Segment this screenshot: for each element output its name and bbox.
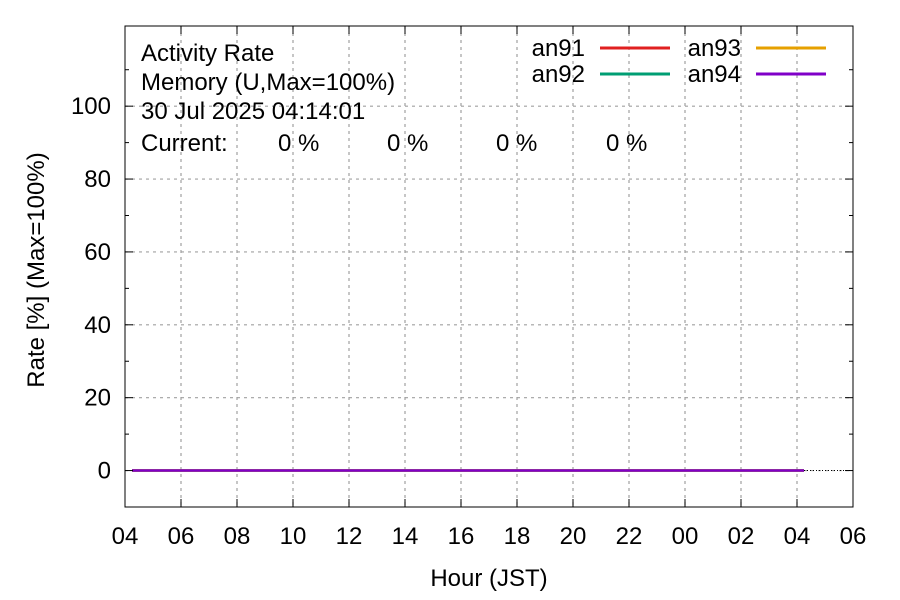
x-tick-label: 22	[616, 523, 643, 550]
current-value-an92: 0 %	[387, 130, 428, 157]
x-axis-label: Hour (JST)	[430, 565, 547, 592]
y-tick-label: 60	[84, 239, 111, 266]
x-tick-label: 18	[504, 523, 531, 550]
x-tick-label: 16	[448, 523, 475, 550]
legend-label-an93: an93	[688, 35, 741, 62]
x-tick-label: 06	[840, 523, 867, 550]
current-value-an93: 0 %	[496, 130, 537, 157]
x-tick-label: 00	[672, 523, 699, 550]
legend-label-an91: an91	[532, 35, 585, 62]
x-tick-label: 08	[224, 523, 251, 550]
chart-timestamp: 30 Jul 2025 04:14:01	[141, 98, 365, 125]
chart-title: Activity Rate	[141, 40, 274, 67]
legend-label-an94: an94	[688, 61, 741, 88]
current-label: Current:	[141, 130, 228, 157]
chart-subtitle: Memory (U,Max=100%)	[141, 69, 395, 96]
x-tick-label: 04	[784, 523, 811, 550]
x-tick-label: 04	[112, 523, 139, 550]
grid-lines	[125, 26, 853, 507]
current-value-an91: 0 %	[278, 130, 319, 157]
y-tick-label: 100	[71, 93, 111, 120]
x-tick-label: 20	[560, 523, 587, 550]
legend: an91 an92 an93 an94	[532, 35, 826, 88]
x-tick-label: 06	[168, 523, 195, 550]
y-tick-label: 20	[84, 385, 111, 412]
y-tick-label: 0	[98, 458, 111, 485]
legend-label-an92: an92	[532, 61, 585, 88]
x-tick-label: 14	[392, 523, 419, 550]
y-tick-label: 80	[84, 166, 111, 193]
plot-frame	[124, 25, 854, 508]
axes: 0 20 40 60 80 100 04 06 08 10 12 14 16 18 20 22 00 02 04 06	[71, 26, 866, 550]
y-axis-label: Rate [%] (Max=100%)	[23, 152, 50, 387]
x-tick-label: 12	[336, 523, 363, 550]
x-tick-label: 02	[728, 523, 755, 550]
x-tick-label: 10	[280, 523, 307, 550]
current-value-an94: 0 %	[606, 130, 647, 157]
y-tick-label: 40	[84, 312, 111, 339]
